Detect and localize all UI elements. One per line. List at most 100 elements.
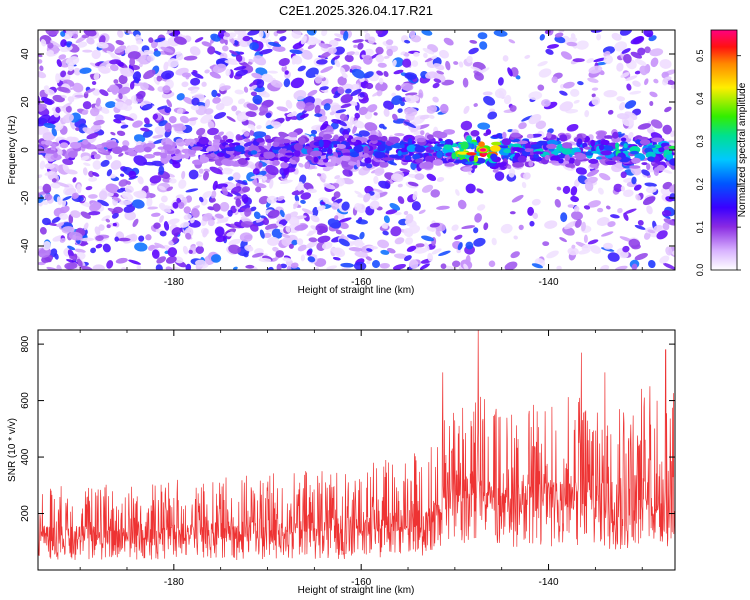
heatmap-noise-blob	[334, 175, 341, 180]
heatmap-noise-blob	[560, 51, 573, 60]
heatmap-noise-blob	[241, 194, 249, 204]
heatmap-noise-blob	[105, 183, 120, 194]
heatmap-noise-blob	[106, 260, 114, 269]
heatmap-noise-blob	[96, 42, 109, 49]
heatmap-noise-blob	[267, 41, 282, 47]
heatmap-noise-blob	[158, 185, 166, 191]
heatmap-noise-blob	[307, 89, 318, 97]
heatmap-noise-blob	[190, 77, 201, 86]
heatmap-signal-blob	[243, 138, 251, 143]
heatmap-noise-blob	[228, 244, 241, 254]
heatmap-noise-blob	[634, 70, 641, 75]
heatmap-noise-blob	[255, 218, 264, 223]
heatmap-noise-blob	[433, 78, 442, 83]
heatmap-noise-blob	[185, 263, 192, 270]
heatmap-noise-blob	[391, 92, 396, 97]
heatmap-noise-blob	[125, 180, 132, 185]
heatmap-noise-blob	[93, 72, 100, 81]
heatmap-noise-blob	[535, 120, 547, 130]
heatmap-noise-blob	[256, 125, 262, 130]
heatmap-signal-blob	[436, 143, 446, 147]
heatmap-noise-blob	[393, 69, 404, 75]
heatmap-noise-blob	[551, 76, 558, 84]
heatmap-noise-blob	[581, 221, 586, 232]
heatmap-noise-blob	[237, 98, 246, 105]
heatmap-signal-blob	[445, 140, 453, 145]
heatmap-noise-blob	[502, 55, 509, 62]
heatmap-signal-blob	[310, 150, 322, 157]
heatmap-noise-blob	[256, 79, 265, 89]
y-tick-label: 800	[20, 335, 31, 352]
heatmap-noise-blob	[284, 70, 289, 75]
heatmap-noise-blob	[209, 166, 223, 175]
heatmap-noise-blob	[61, 94, 67, 99]
heatmap-noise-blob	[190, 105, 199, 111]
heatmap-noise-blob	[432, 96, 439, 103]
heatmap-noise-blob	[457, 199, 467, 210]
heatmap-noise-blob	[583, 205, 591, 210]
heatmap-signal-blob	[600, 150, 612, 156]
heatmap-noise-blob	[645, 186, 657, 194]
y-tick-label: 40	[20, 48, 31, 60]
heatmap-noise-blob	[226, 116, 236, 122]
heatmap-noise-blob	[282, 257, 292, 262]
heatmap-noise-blob	[307, 188, 317, 194]
heatmap-noise-blob	[188, 117, 199, 122]
heatmap-noise-blob	[100, 107, 110, 114]
heatmap-signal-blob	[106, 141, 119, 148]
heatmap-noise-blob	[97, 199, 109, 207]
heatmap-noise-blob	[232, 172, 241, 181]
heatmap-signal-blob	[612, 131, 619, 139]
snr-frame	[37, 329, 676, 571]
heatmap-noise-blob	[249, 42, 259, 51]
heatmap-noise-blob	[160, 46, 174, 53]
heatmap-noise-blob	[363, 193, 371, 203]
heatmap-noise-blob	[212, 63, 227, 74]
heatmap-noise-blob	[354, 190, 363, 196]
heatmap-signal-blob	[111, 146, 123, 155]
heatmap-noise-blob	[76, 258, 83, 267]
heatmap-noise-blob	[132, 120, 143, 128]
heatmap-noise-blob	[293, 89, 307, 101]
heatmap-noise-blob	[455, 189, 460, 196]
heatmap-noise-blob	[382, 126, 387, 130]
heatmap-noise-blob	[202, 171, 210, 181]
heatmap-noise-blob	[328, 47, 337, 54]
heatmap-noise-blob	[269, 179, 274, 189]
heatmap-noise-blob	[607, 109, 614, 115]
heatmap-noise-blob	[286, 112, 298, 117]
heatmap-signal-blob	[420, 130, 425, 136]
heatmap-noise-blob	[596, 33, 602, 41]
heatmap-noise-blob	[631, 263, 638, 270]
heatmap-signal-blob	[143, 154, 156, 159]
heatmap-noise-blob	[635, 194, 641, 201]
heatmap-signal-blob	[501, 138, 512, 146]
heatmap-noise-blob	[408, 224, 421, 234]
heatmap-noise-blob	[632, 80, 641, 87]
heatmap-noise-blob	[622, 189, 634, 198]
heatmap-noise-blob	[316, 205, 326, 211]
heatmap-noise-blob	[98, 65, 111, 74]
colorbar-tick-label: 0.4	[695, 92, 705, 105]
heatmap-signal-blob	[507, 165, 512, 170]
heatmap-noise-blob	[392, 263, 407, 270]
heatmap-noise-blob	[538, 68, 552, 78]
heatmap-signal-blob	[237, 136, 243, 141]
heatmap-noise-blob	[473, 227, 479, 234]
heatmap-signal-blob	[574, 158, 581, 167]
heatmap-noise-blob	[246, 103, 259, 111]
heatmap-noise-blob	[58, 54, 67, 60]
heatmap-noise-blob	[572, 58, 585, 63]
heatmap-noise-blob	[114, 45, 127, 54]
heatmap-noise-blob	[463, 105, 470, 114]
heatmap-noise-blob	[303, 102, 315, 112]
heatmap-noise-blob	[294, 224, 309, 231]
heatmap-signal-blob	[380, 135, 388, 142]
heatmap-noise-blob	[181, 81, 189, 88]
heatmap-noise-blob	[43, 122, 56, 129]
heatmap-noise-blob	[203, 168, 211, 172]
heatmap-noise-blob	[620, 171, 627, 179]
heatmap-signal-blob	[422, 161, 434, 169]
heatmap-signal-blob	[630, 150, 639, 155]
heatmap-signal-blob	[485, 129, 492, 135]
